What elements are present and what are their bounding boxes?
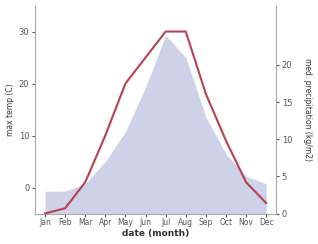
Y-axis label: max temp (C): max temp (C) [5,83,15,136]
Y-axis label: med. precipitation (kg/m2): med. precipitation (kg/m2) [303,58,313,161]
X-axis label: date (month): date (month) [122,229,189,238]
